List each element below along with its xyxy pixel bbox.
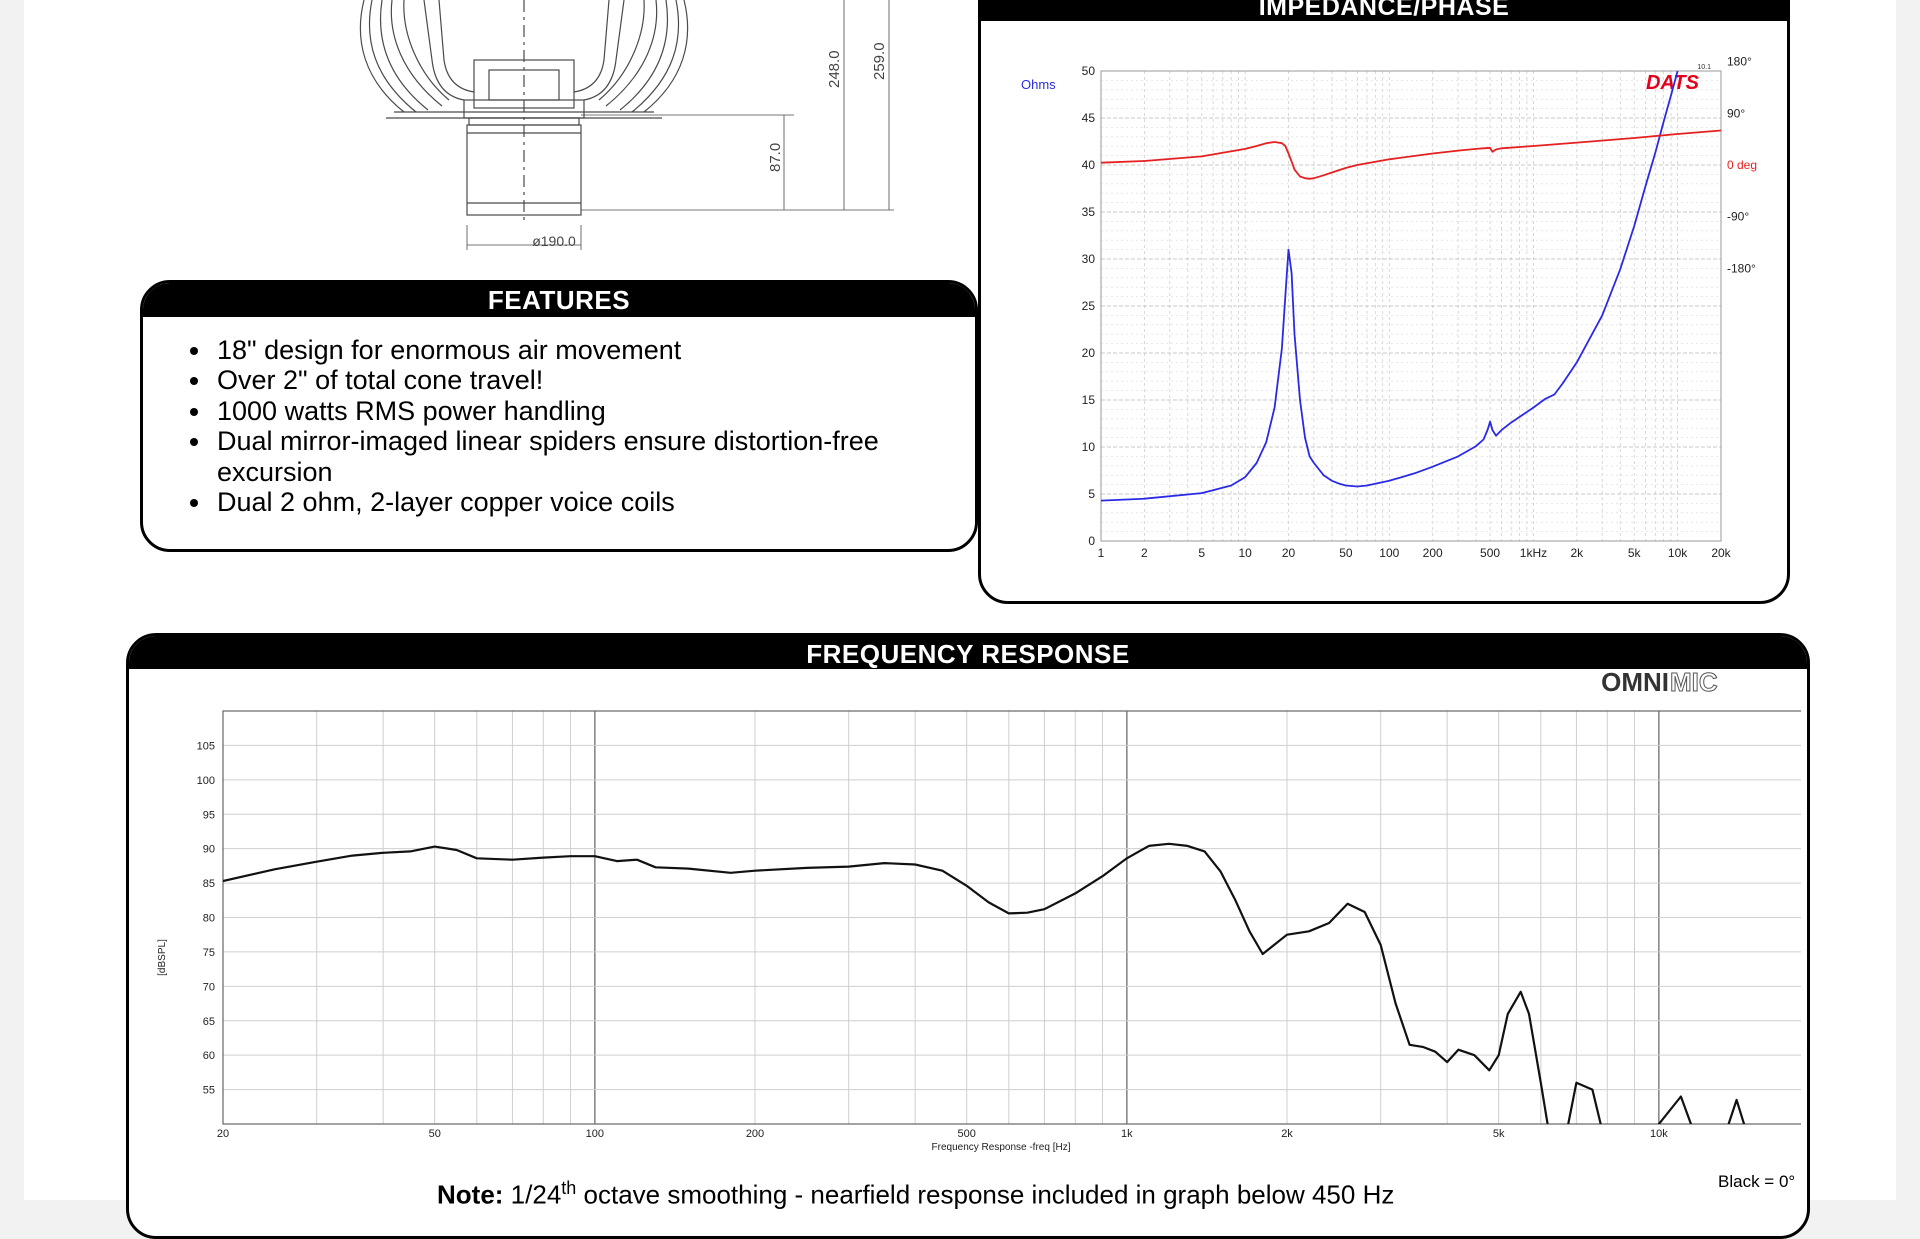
x-tick-label: 1kHz <box>1520 546 1547 560</box>
x-tick-label: 2 <box>1141 546 1148 560</box>
note-label: Note: <box>437 1179 504 1210</box>
y-tick-label: 30 <box>1082 252 1096 266</box>
x-tick-label: 200 <box>746 1128 764 1140</box>
smoothing-note: Note: 1/24th octave smoothing - nearfiel… <box>437 1178 1394 1211</box>
phase-curve <box>1100 129 1722 180</box>
driver-drawing: 259.0 248.0 87.0 ø190.0 <box>359 0 894 250</box>
dats-logo: DATS <box>1646 72 1700 94</box>
features-title: FEATURES <box>143 283 975 317</box>
x-tick-label: 1k <box>1121 1128 1133 1140</box>
plot-frame <box>1100 70 1722 542</box>
y-tick-label: 65 <box>203 1016 215 1028</box>
x-tick-label: 20 <box>217 1128 229 1140</box>
x-tick-label: 100 <box>586 1128 604 1140</box>
y-tick-label: 105 <box>197 740 215 752</box>
phase-tick-label: 90° <box>1727 106 1745 120</box>
y-tick-label: 10 <box>1082 440 1096 454</box>
dim-magnet-diameter: ø190.0 <box>532 233 576 249</box>
omnimic-logo-outline: MIC <box>1670 667 1718 697</box>
x-tick-label: 100 <box>1379 546 1399 560</box>
y-tick-label: 70 <box>203 981 215 993</box>
y-tick-label: 85 <box>203 878 215 890</box>
x-tick-label: 2k <box>1571 546 1585 560</box>
feature-item: Dual mirror-imaged linear spiders ensure… <box>213 426 975 487</box>
x-tick-label: 10k <box>1668 546 1688 560</box>
dim-frame-height: 248.0 <box>826 50 843 88</box>
y-tick-label: 45 <box>1082 111 1096 125</box>
y-tick-label: 50 <box>1082 64 1096 78</box>
y-tick-label: 20 <box>1082 346 1096 360</box>
x-axis-label: Frequency Response -freq [Hz] <box>932 1142 1071 1153</box>
spec-sheet-page: 259.0 248.0 87.0 ø190.0 FEATURES 18" des… <box>24 0 1896 1239</box>
y-tick-label: 15 <box>1082 393 1096 407</box>
y-tick-label: 5 <box>1088 487 1095 501</box>
y-tick-label: 90 <box>203 844 215 856</box>
x-tick-label: 20 <box>1282 546 1296 560</box>
x-tick-label: 5k <box>1628 546 1642 560</box>
impedance-panel: IMPEDANCE/PHASE 0 5 10 15 20 25 30 35 40 45 50 1 2 5 1… <box>978 0 1790 604</box>
x-tick-label: 20k <box>1711 546 1731 560</box>
x-tick-label: 200 <box>1423 546 1443 560</box>
feature-item: Dual 2 ohm, 2-layer copper voice coils <box>213 487 975 517</box>
note-text: octave smoothing - nearfield response in… <box>583 1179 1395 1210</box>
feature-item: 1000 watts RMS power handling <box>213 396 975 426</box>
features-list: 18" design for enormous air movement Ove… <box>183 335 975 517</box>
x-tick-label: 50 <box>1339 546 1353 560</box>
y-tick-label: 100 <box>197 775 215 787</box>
note-fraction: 1/24 <box>510 1179 562 1210</box>
dim-motor-height: 87.0 <box>767 143 784 172</box>
plot-frame <box>222 710 1801 1125</box>
x-tick-label: 1 <box>1098 546 1105 560</box>
y-tick-label: 60 <box>203 1050 215 1062</box>
impedance-curve <box>1100 70 1679 502</box>
y-tick-label: 75 <box>203 947 215 959</box>
impedance-title: IMPEDANCE/PHASE <box>981 0 1787 21</box>
features-panel: FEATURES 18" design for enormous air mov… <box>140 280 978 552</box>
x-tick-label: 10 <box>1238 546 1252 560</box>
y-tick-label: 55 <box>203 1085 215 1097</box>
omnimic-logo-bold: OMNI <box>1601 667 1669 697</box>
x-tick-label: 500 <box>958 1128 976 1140</box>
y-tick-label: 35 <box>1082 205 1096 219</box>
x-tick-label: 5k <box>1493 1128 1505 1140</box>
x-tick-label: 10k <box>1650 1128 1668 1140</box>
x-tick-label: 2k <box>1281 1128 1293 1140</box>
frequency-chart: 105 100 95 90 85 80 75 70 65 60 55 20 50 100 200 500 1k 2… <box>157 667 1801 1153</box>
y-tick-label: 25 <box>1082 299 1096 313</box>
x-tick-label: 50 <box>429 1128 441 1140</box>
feature-item: Over 2" of total cone travel! <box>213 365 975 395</box>
frequency-response-curve <box>223 842 1746 1124</box>
y-tick-label: 0 <box>1088 534 1095 548</box>
frequency-title: FREQUENCY RESPONSE <box>129 636 1807 669</box>
phase-tick-label: 180° <box>1727 55 1752 69</box>
ohms-unit-label: Ohms <box>1021 77 1056 92</box>
dim-overall-height: 259.0 <box>871 42 888 80</box>
y-tick-label: 95 <box>203 809 215 821</box>
feature-item: 18" design for enormous air movement <box>213 335 975 365</box>
dats-version: 10.1 <box>1697 64 1711 71</box>
x-tick-label: 500 <box>1480 546 1500 560</box>
phase-tick-label: -180° <box>1727 261 1756 275</box>
phase-tick-label: 0 deg <box>1727 158 1757 172</box>
note-superscript: th <box>561 1178 577 1198</box>
y-tick-label: 80 <box>203 913 215 925</box>
frequency-panel: FREQUENCY RESPONSE 105 100 95 90 85 80 75 70 65 6… <box>126 633 1810 1239</box>
y-axis-label: [dBSPL] <box>157 939 168 976</box>
x-tick-label: 5 <box>1198 546 1205 560</box>
phase-tick-label: -90° <box>1727 210 1749 224</box>
y-tick-label: 40 <box>1082 158 1096 172</box>
frequency-legend: Black = 0° <box>1718 1172 1796 1191</box>
